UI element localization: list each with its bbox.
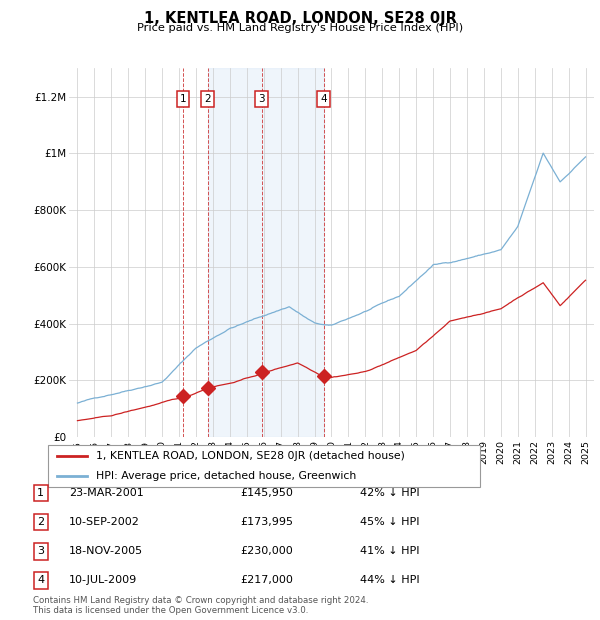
Text: 1, KENTLEA ROAD, LONDON, SE28 0JR (detached house): 1, KENTLEA ROAD, LONDON, SE28 0JR (detac… <box>95 451 404 461</box>
Text: Contains HM Land Registry data © Crown copyright and database right 2024.
This d: Contains HM Land Registry data © Crown c… <box>33 596 368 615</box>
Text: 45% ↓ HPI: 45% ↓ HPI <box>360 517 419 527</box>
Text: 4: 4 <box>320 94 327 104</box>
Text: 1, KENTLEA ROAD, LONDON, SE28 0JR: 1, KENTLEA ROAD, LONDON, SE28 0JR <box>143 11 457 25</box>
Text: 4: 4 <box>37 575 44 585</box>
Text: 23-MAR-2001: 23-MAR-2001 <box>69 488 144 498</box>
Text: 41% ↓ HPI: 41% ↓ HPI <box>360 546 419 556</box>
Text: 3: 3 <box>259 94 265 104</box>
Text: £145,950: £145,950 <box>240 488 293 498</box>
Text: 10-JUL-2009: 10-JUL-2009 <box>69 575 137 585</box>
Text: 10-SEP-2002: 10-SEP-2002 <box>69 517 140 527</box>
Text: 42% ↓ HPI: 42% ↓ HPI <box>360 488 419 498</box>
Text: 18-NOV-2005: 18-NOV-2005 <box>69 546 143 556</box>
Text: 2: 2 <box>205 94 211 104</box>
Text: 44% ↓ HPI: 44% ↓ HPI <box>360 575 419 585</box>
Text: Price paid vs. HM Land Registry's House Price Index (HPI): Price paid vs. HM Land Registry's House … <box>137 23 463 33</box>
Text: £217,000: £217,000 <box>240 575 293 585</box>
Text: 1: 1 <box>179 94 186 104</box>
Text: HPI: Average price, detached house, Greenwich: HPI: Average price, detached house, Gree… <box>95 471 356 481</box>
Text: £230,000: £230,000 <box>240 546 293 556</box>
Text: 2: 2 <box>37 517 44 527</box>
Bar <box>208 68 323 437</box>
Text: 3: 3 <box>37 546 44 556</box>
Text: £173,995: £173,995 <box>240 517 293 527</box>
Text: 1: 1 <box>37 488 44 498</box>
